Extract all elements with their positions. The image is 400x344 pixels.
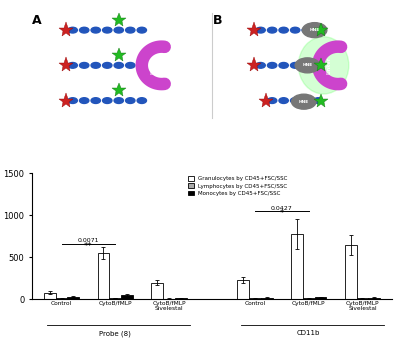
Circle shape [302, 27, 311, 33]
Bar [237, 280, 249, 299]
Circle shape [102, 98, 112, 104]
Bar [303, 298, 315, 299]
Circle shape [137, 27, 146, 33]
Text: Linker: Linker [326, 57, 332, 74]
Circle shape [91, 63, 100, 68]
Bar [261, 298, 273, 299]
Circle shape [91, 27, 100, 33]
Bar [151, 282, 163, 299]
Circle shape [126, 27, 135, 33]
Circle shape [68, 63, 77, 68]
Circle shape [290, 27, 300, 33]
Circle shape [91, 98, 100, 104]
Text: HNE: HNE [310, 28, 320, 32]
Circle shape [80, 98, 89, 104]
Circle shape [302, 23, 327, 37]
Circle shape [279, 63, 288, 68]
Bar [44, 292, 56, 299]
Bar [315, 297, 326, 299]
Legend: Granulocytes by CD45+FSC/SSC, Lymphocytes by CD45+FSC/SSC, Monocytes by CD45+FSC: Granulocytes by CD45+FSC/SSC, Lymphocyte… [186, 174, 290, 198]
Text: 0.0427: 0.0427 [271, 206, 293, 211]
Circle shape [256, 27, 265, 33]
Circle shape [292, 94, 316, 109]
Circle shape [80, 27, 89, 33]
Ellipse shape [298, 37, 349, 94]
Circle shape [126, 98, 135, 104]
Bar [345, 245, 356, 299]
Circle shape [102, 63, 112, 68]
Circle shape [268, 63, 277, 68]
Bar [368, 298, 380, 299]
Circle shape [102, 27, 112, 33]
Circle shape [302, 63, 311, 68]
Text: Probe (8): Probe (8) [99, 330, 131, 337]
Text: A: A [32, 14, 42, 26]
Bar [68, 297, 79, 299]
Text: 0.0071: 0.0071 [78, 238, 99, 244]
Circle shape [68, 98, 77, 104]
Bar [109, 298, 121, 299]
Circle shape [268, 98, 277, 104]
Circle shape [68, 27, 77, 33]
Text: HNE: HNE [302, 63, 312, 67]
Circle shape [114, 98, 124, 104]
Circle shape [290, 98, 300, 104]
Circle shape [137, 98, 146, 104]
Text: Linker: Linker [150, 57, 155, 74]
Circle shape [302, 98, 311, 104]
Circle shape [279, 27, 288, 33]
Circle shape [114, 63, 124, 68]
Circle shape [279, 98, 288, 104]
Text: HNE: HNE [299, 100, 309, 104]
Circle shape [80, 63, 89, 68]
Circle shape [290, 63, 300, 68]
Circle shape [314, 27, 323, 33]
Circle shape [295, 58, 320, 73]
Bar [291, 234, 303, 299]
Text: *: * [280, 209, 284, 218]
Circle shape [256, 63, 265, 68]
Text: B: B [213, 14, 222, 26]
Circle shape [126, 63, 135, 68]
Bar [98, 253, 109, 299]
Bar [121, 295, 133, 299]
Bar [175, 298, 187, 299]
Circle shape [137, 63, 146, 68]
Text: **: ** [84, 241, 93, 250]
Circle shape [314, 98, 323, 104]
Text: CD11b: CD11b [297, 330, 320, 336]
Circle shape [114, 27, 124, 33]
Circle shape [268, 27, 277, 33]
Circle shape [314, 63, 323, 68]
